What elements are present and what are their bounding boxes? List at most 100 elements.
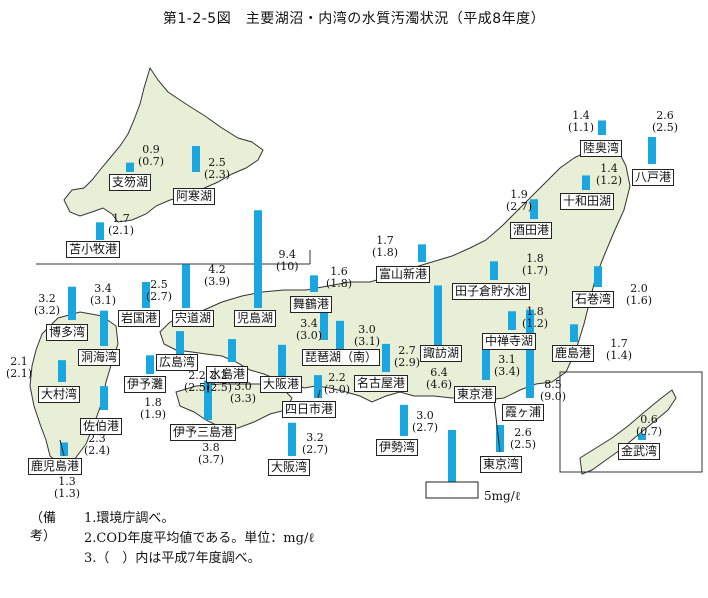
value-current: 2.2 — [188, 369, 206, 382]
bar-26 — [400, 404, 408, 436]
value-current: 1.4 — [572, 109, 590, 122]
site-value: 3.0 (3.1) — [354, 324, 380, 348]
value-previous: (3.0) — [324, 383, 351, 396]
value-current: 0.6 — [640, 413, 658, 426]
value-current: 3.0 — [234, 380, 252, 393]
site-value: 1.7 (2.1) — [108, 213, 134, 237]
site-value: 3.2 (2.7) — [302, 432, 328, 456]
site-label: 佐伯港 — [80, 418, 123, 435]
bar-7 — [490, 261, 498, 280]
bar-33 — [58, 360, 66, 382]
value-previous: (1.6) — [626, 294, 653, 307]
site-label: 大阪湾 — [268, 459, 311, 476]
frame-lines — [36, 250, 703, 473]
value-current: 1.7 — [610, 337, 628, 350]
site-value: 2.2 (2.5) — [206, 370, 232, 394]
value-previous: (9.0) — [540, 390, 567, 403]
value-current: 4.2 — [208, 263, 226, 276]
note-line-2: 2.COD年度平均値である。単位：mg/ℓ — [84, 531, 315, 546]
value-previous: (0.7) — [636, 425, 663, 438]
scale-bar — [448, 430, 456, 482]
site-value: 1.6 (1.8) — [326, 266, 352, 290]
bar-27 — [278, 344, 286, 376]
site-label: 舞鶴港 — [290, 296, 333, 313]
site-label: 霞ヶ浦 — [502, 404, 545, 421]
value-previous: (2.7) — [302, 443, 329, 456]
site-label: 児島湖 — [234, 310, 277, 327]
site-value: 2.5 (2.3) — [204, 157, 230, 181]
bar-25 — [314, 375, 322, 398]
value-previous: (4.6) — [426, 378, 453, 391]
scale-box — [425, 481, 479, 499]
site-value: 4.2 (3.9) — [204, 264, 230, 288]
scale-label: 5mg/ℓ — [484, 489, 521, 503]
value-current: 1.3 — [58, 475, 76, 488]
value-previous: (2.7) — [506, 200, 533, 213]
bar-13 — [182, 264, 190, 308]
bar-24 — [382, 343, 390, 372]
site-value: 3.4 (3.1) — [90, 283, 116, 307]
site-label: 琵琶湖（南） — [302, 349, 381, 366]
bar-18 — [336, 320, 344, 352]
value-current: 3.2 — [306, 431, 324, 444]
bar-12 — [310, 275, 318, 292]
site-label: 諏訪湖 — [420, 345, 463, 362]
value-previous: (2.1) — [108, 224, 135, 237]
site-value: 3.0 (3.3) — [230, 381, 256, 405]
value-current: 3.0 — [416, 409, 434, 422]
bar-17 — [100, 310, 108, 346]
bar-15 — [142, 282, 150, 308]
value-previous: (1.8) — [372, 246, 399, 259]
bar-31 — [146, 355, 154, 374]
value-previous: (0.7) — [138, 155, 165, 168]
value-current: 1.7 — [376, 234, 394, 247]
bar-9 — [418, 244, 426, 262]
site-label: 岩国港 — [118, 310, 161, 327]
value-previous: (3.3) — [230, 392, 257, 405]
site-label: 苫小牧港 — [66, 241, 121, 258]
value-current: 2.7 — [398, 344, 416, 357]
bar-14 — [254, 210, 262, 308]
site-value: 0.9 (0.7) — [138, 144, 164, 168]
site-label: 大村湾 — [38, 386, 81, 403]
site-label: 鹿島港 — [552, 345, 595, 362]
value-previous: (2.5) — [652, 121, 679, 134]
value-previous: (3.9) — [204, 275, 231, 288]
value-previous: (2.3) — [204, 168, 231, 181]
value-previous: (1.4) — [606, 349, 633, 362]
site-value: 1.4 (1.1) — [568, 110, 594, 134]
site-label: 伊勢湾 — [376, 439, 419, 456]
bar-34 — [100, 386, 108, 410]
value-current: 3.4 — [94, 282, 112, 295]
value-previous: (2.7) — [146, 290, 173, 303]
note-line-3: 3.（ ）内は平成7年度調べ。 — [84, 551, 261, 566]
leader-kagoshima — [59, 439, 65, 457]
site-value: 9.4 (10) — [276, 249, 299, 273]
value-previous: (1.2) — [596, 174, 623, 187]
site-value: 2.6 (2.5) — [510, 427, 536, 451]
value-current: 2.1 — [10, 355, 28, 368]
bar-36 — [638, 433, 646, 440]
value-previous: (2.5) — [184, 381, 211, 394]
site-label: 水島港 — [206, 366, 249, 383]
bar-29 — [228, 339, 236, 362]
value-previous: (1.8) — [326, 277, 353, 290]
site-value: 1.8 (1.9) — [140, 397, 166, 421]
site-value: 2.1 (2.1) — [6, 356, 32, 380]
chart-title: 第1-2-5図 主要湖沼・内湾の水質汚濁状況（平成8年度） — [162, 11, 546, 27]
site-value: 2.0 (1.6) — [626, 283, 652, 307]
value-current: 3.4 — [300, 317, 318, 330]
site-label: 田子倉貯水池 — [452, 283, 531, 300]
site-value: 1.3 (1.3) — [54, 476, 80, 500]
value-current: 1.8 — [526, 305, 544, 318]
value-current: 1.4 — [600, 162, 618, 175]
value-previous: (2.5) — [206, 381, 233, 394]
value-current: 3.2 — [38, 292, 56, 305]
value-previous: (3.7) — [198, 453, 225, 466]
value-current: 0.9 — [142, 143, 160, 156]
value-previous: (3.1) — [354, 335, 381, 348]
okinawa-inset-frame — [559, 371, 703, 473]
site-label: 広島湾 — [156, 354, 199, 371]
value-previous: (3.4) — [494, 365, 521, 378]
bar-10 — [508, 311, 516, 330]
